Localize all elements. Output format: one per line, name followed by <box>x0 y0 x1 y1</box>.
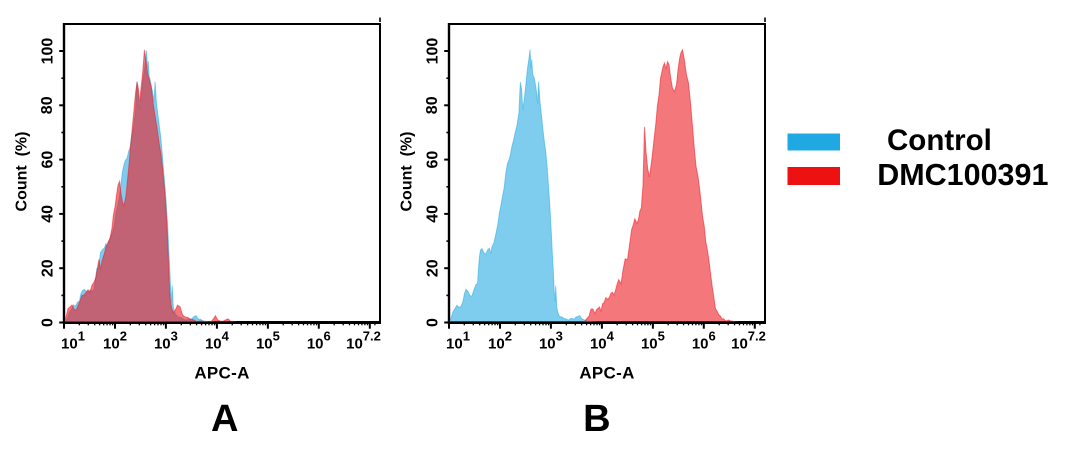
svg-text:Control: Control <box>887 124 992 157</box>
svg-text:20: 20 <box>424 259 441 277</box>
svg-text:Count (%): Count (%) <box>13 132 30 212</box>
svg-text:40: 40 <box>39 205 56 223</box>
svg-text:A: A <box>211 398 238 440</box>
svg-text:DMC100391: DMC100391 <box>877 158 1048 192</box>
svg-text:0: 0 <box>39 318 56 327</box>
svg-text:20: 20 <box>39 259 56 277</box>
svg-text:60: 60 <box>39 151 56 169</box>
svg-text:Count (%): Count (%) <box>398 132 415 212</box>
svg-text:APC-A: APC-A <box>194 364 249 383</box>
svg-text:0: 0 <box>424 318 441 327</box>
svg-text:APC-A: APC-A <box>579 364 634 383</box>
svg-text:40: 40 <box>424 205 441 223</box>
svg-text:80: 80 <box>424 96 441 114</box>
svg-text:B: B <box>583 398 610 440</box>
svg-text:100: 100 <box>39 38 56 65</box>
svg-text:100: 100 <box>424 38 441 65</box>
svg-text:80: 80 <box>39 96 56 114</box>
svg-text:60: 60 <box>424 151 441 169</box>
